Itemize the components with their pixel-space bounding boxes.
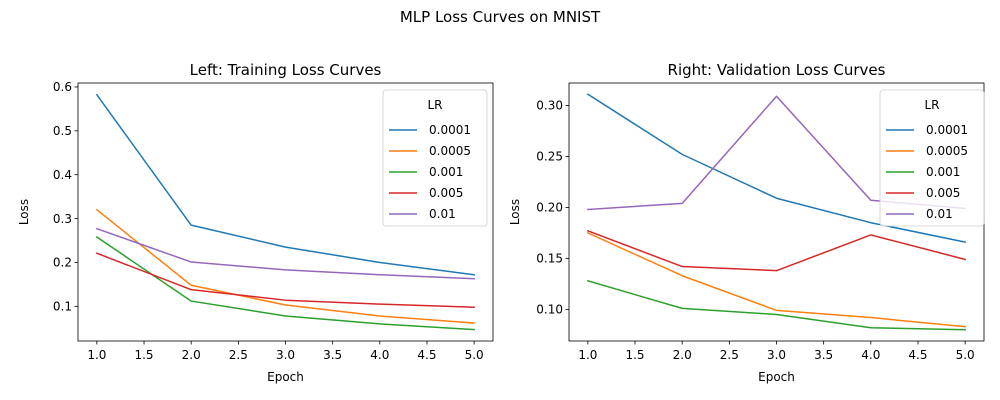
chart-title: Right: Validation Loss Curves xyxy=(668,61,886,79)
y-tick-label: 0.25 xyxy=(536,150,563,164)
chart-title: Left: Training Loss Curves xyxy=(190,61,382,79)
legend-label-0.0005: 0.0005 xyxy=(926,144,968,158)
y-axis-label: Loss xyxy=(17,199,31,225)
y-tick-label: 0.10 xyxy=(536,303,563,317)
chart-2: Right: Validation Loss Curves 1.0 1.5 2.0 2.… xyxy=(508,61,985,384)
series-line-0.005 xyxy=(586,229,967,272)
y-tick-label: 0.1 xyxy=(53,300,72,314)
series-line-0.0005 xyxy=(586,231,966,328)
legend-label-0.001: 0.001 xyxy=(429,165,463,179)
figure-suptitle: MLP Loss Curves on MNIST xyxy=(400,8,601,26)
x-tick-label: 3.0 xyxy=(276,348,295,362)
legend-label-0.005: 0.005 xyxy=(926,186,960,200)
legend-title: LR xyxy=(924,98,939,112)
series-lines xyxy=(95,93,475,331)
legend-label-0.01: 0.01 xyxy=(926,207,953,221)
x-tick-label: 1.0 xyxy=(87,348,106,362)
legend: LR 0.0001 0.0005 0.001 0.005 0.01 xyxy=(382,89,488,227)
y-tick-label: 0.20 xyxy=(536,201,563,215)
x-tick-label: 1.5 xyxy=(134,348,153,362)
series-line-0.005 xyxy=(95,252,475,308)
x-tick-label: 5.0 xyxy=(465,348,484,362)
x-tick-label: 4.5 xyxy=(417,348,436,362)
y-tick-label: 0.5 xyxy=(53,124,72,138)
charts-container: Left: Training Loss Curves 1.0 1.5 2.0 2.5 3.… xyxy=(17,61,985,384)
x-axis-label: Epoch xyxy=(758,370,795,384)
x-tick-label: 3.5 xyxy=(323,348,342,362)
x-tick-label: 4.5 xyxy=(908,348,927,362)
x-tick-label: 2.5 xyxy=(229,348,248,362)
y-tick-label: 0.6 xyxy=(53,80,72,94)
x-tick-label: 3.5 xyxy=(814,348,833,362)
legend-label-0.0001: 0.0001 xyxy=(926,123,968,137)
series-line-0.0001 xyxy=(95,93,475,276)
legend-box xyxy=(879,89,985,227)
series-line-0.001 xyxy=(95,235,475,331)
legend-label-0.0005: 0.0005 xyxy=(429,144,471,158)
x-tick-label: 4.0 xyxy=(370,348,389,362)
y-axis-label: Loss xyxy=(508,199,522,225)
y-tick-label: 0.4 xyxy=(53,168,72,182)
x-tick-label: 4.0 xyxy=(861,348,880,362)
legend-label-0.01: 0.01 xyxy=(429,207,456,221)
series-lines xyxy=(586,93,967,331)
legend-label-0.005: 0.005 xyxy=(429,186,463,200)
series-line-0.0001 xyxy=(586,93,967,243)
y-tick-label: 0.15 xyxy=(536,252,563,266)
x-axis-label: Epoch xyxy=(267,370,304,384)
legend: LR 0.0001 0.0005 0.001 0.005 0.01 xyxy=(879,89,985,227)
x-tick-label: 1.0 xyxy=(578,348,597,362)
legend-box xyxy=(382,89,488,227)
legend-label-0.0001: 0.0001 xyxy=(429,123,471,137)
x-tick-label: 2.0 xyxy=(673,348,692,362)
legend-title: LR xyxy=(427,98,442,112)
series-line-0.0005 xyxy=(95,208,475,324)
y-tick-label: 0.3 xyxy=(53,212,72,226)
legend-label-0.001: 0.001 xyxy=(926,165,960,179)
x-tick-label: 3.0 xyxy=(767,348,786,362)
series-line-0.001 xyxy=(586,279,966,331)
y-tick-label: 0.2 xyxy=(53,256,72,270)
series-line-0.01 xyxy=(95,227,475,280)
x-tick-label: 2.0 xyxy=(182,348,201,362)
x-tick-label: 1.5 xyxy=(625,348,644,362)
x-tick-label: 5.0 xyxy=(956,348,975,362)
y-tick-label: 0.30 xyxy=(536,99,563,113)
x-tick-label: 2.5 xyxy=(720,348,739,362)
chart-1: Left: Training Loss Curves 1.0 1.5 2.0 2.5 3.… xyxy=(17,61,494,384)
